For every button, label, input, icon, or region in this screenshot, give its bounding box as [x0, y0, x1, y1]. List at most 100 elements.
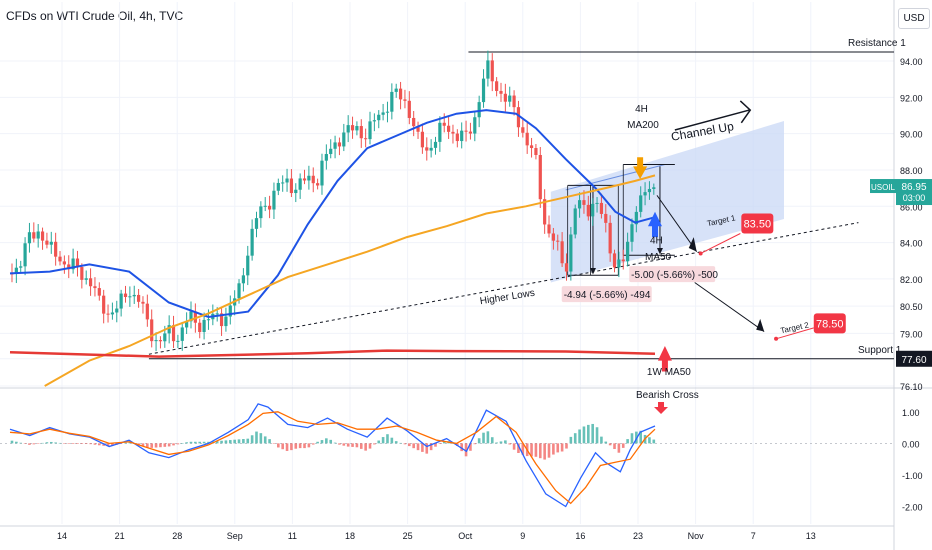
candle-body [368, 121, 372, 140]
ma50-4h-line [9, 109, 656, 319]
macd-histogram-bar [521, 443, 525, 455]
macd-histogram-bar [307, 443, 311, 448]
candle-body [320, 160, 324, 186]
macd-line [9, 403, 656, 508]
candle-body [219, 313, 224, 327]
candle-body [455, 133, 459, 142]
candle-body [464, 130, 468, 132]
time-tick-label: 28 [172, 531, 182, 541]
candle-body [586, 204, 590, 217]
macd-histogram-bar [591, 423, 594, 444]
macd-histogram-bar [19, 442, 23, 444]
higher-lows-label: Higher Lows [479, 288, 536, 308]
range1-box [561, 286, 652, 303]
macd-histogram-bar [146, 443, 149, 448]
candle-body [503, 93, 507, 102]
macd-histogram-bar [159, 443, 162, 448]
ma200-label-line1: 4H [635, 104, 648, 115]
time-tick-label: 16 [575, 531, 585, 541]
currency-button[interactable]: USD [898, 8, 930, 29]
macd-histogram-bar [281, 443, 284, 450]
candle-body [329, 148, 333, 155]
macd-histogram-bar [119, 443, 123, 444]
macd-histogram-bar [224, 440, 228, 444]
candle-body [416, 126, 420, 132]
candle-body [481, 78, 486, 103]
macd-histogram-bar [416, 443, 420, 451]
candle-body [263, 205, 267, 207]
macd-histogram-bar [490, 437, 494, 444]
target2-value: 78.50 [816, 318, 844, 330]
candle-body [180, 327, 184, 341]
candle-body [647, 188, 652, 193]
weekly-ma50-label: 1W MA50 [647, 367, 691, 378]
candle-body [132, 294, 136, 297]
macd-histogram-bar [368, 443, 372, 449]
candle-body [106, 313, 110, 315]
macd-histogram-bar [621, 443, 625, 448]
time-tick-label: 23 [633, 531, 643, 541]
macd-histogram-bar [639, 430, 643, 444]
candle-body [630, 224, 634, 242]
target1-projection [656, 195, 698, 252]
time-tick-label: 9 [520, 531, 525, 541]
symbol-badge [870, 179, 896, 194]
price-tick-label: 88.00 [900, 166, 923, 176]
macd-histogram-bar [333, 442, 337, 444]
candle-body [254, 218, 259, 229]
candle-body [621, 259, 625, 262]
macd-tick-label: -2.00 [902, 503, 923, 513]
candle-body [626, 241, 630, 262]
macd-histogram-bar [608, 443, 612, 446]
macd-histogram-bar [408, 443, 411, 447]
candle-body [342, 132, 346, 147]
candle-body [23, 243, 27, 267]
macd-histogram-bar [438, 443, 442, 444]
price-tick-label: 86.00 [900, 202, 923, 212]
macd-histogram-bar [473, 443, 477, 445]
candle-body [538, 154, 542, 200]
target2-arrowhead [756, 318, 765, 332]
candle-body [473, 117, 477, 134]
candle-body [516, 107, 521, 128]
support-price-badge [896, 350, 932, 367]
candle-body [412, 117, 416, 127]
candle-body [141, 301, 145, 304]
macd-histogram-bar [49, 441, 53, 444]
macd-histogram-bar [421, 443, 424, 452]
candle-body [88, 278, 93, 287]
candle-body [359, 126, 363, 139]
candle-body [639, 195, 643, 212]
macd-histogram-bar [154, 443, 158, 448]
candle-body [468, 131, 473, 134]
candle-body [237, 283, 241, 299]
macd-histogram-bar [412, 443, 415, 449]
macd-histogram-bar [469, 443, 472, 451]
price-tick-label: 76.10 [900, 382, 923, 392]
macd-histogram-bar [163, 443, 167, 447]
target2-dot [774, 336, 779, 341]
macd-histogram-bar [63, 443, 66, 444]
ma200-arrow [633, 157, 648, 180]
macd-histogram-bar [582, 426, 586, 444]
candle-body [307, 175, 311, 181]
candle-body [433, 141, 438, 148]
candle-body [185, 321, 189, 328]
range1-arrowhead [589, 268, 596, 275]
higher-lows-line [148, 222, 859, 355]
ma50-1w-line [9, 349, 656, 358]
macd-histogram-bar [429, 443, 433, 451]
macd-histogram-bar [495, 442, 498, 444]
candle-body [490, 60, 494, 82]
macd-histogram-bar [477, 438, 481, 444]
candle-body [193, 311, 197, 323]
macd-histogram-bar [316, 441, 319, 444]
macd-histogram-bar [530, 443, 533, 457]
candle-body [67, 264, 71, 270]
annotation-arrows [633, 100, 814, 372]
macd-histogram-bar [76, 443, 79, 444]
candle-body [62, 261, 66, 265]
macd-histogram-bar [180, 443, 184, 444]
candle-body [564, 263, 569, 272]
